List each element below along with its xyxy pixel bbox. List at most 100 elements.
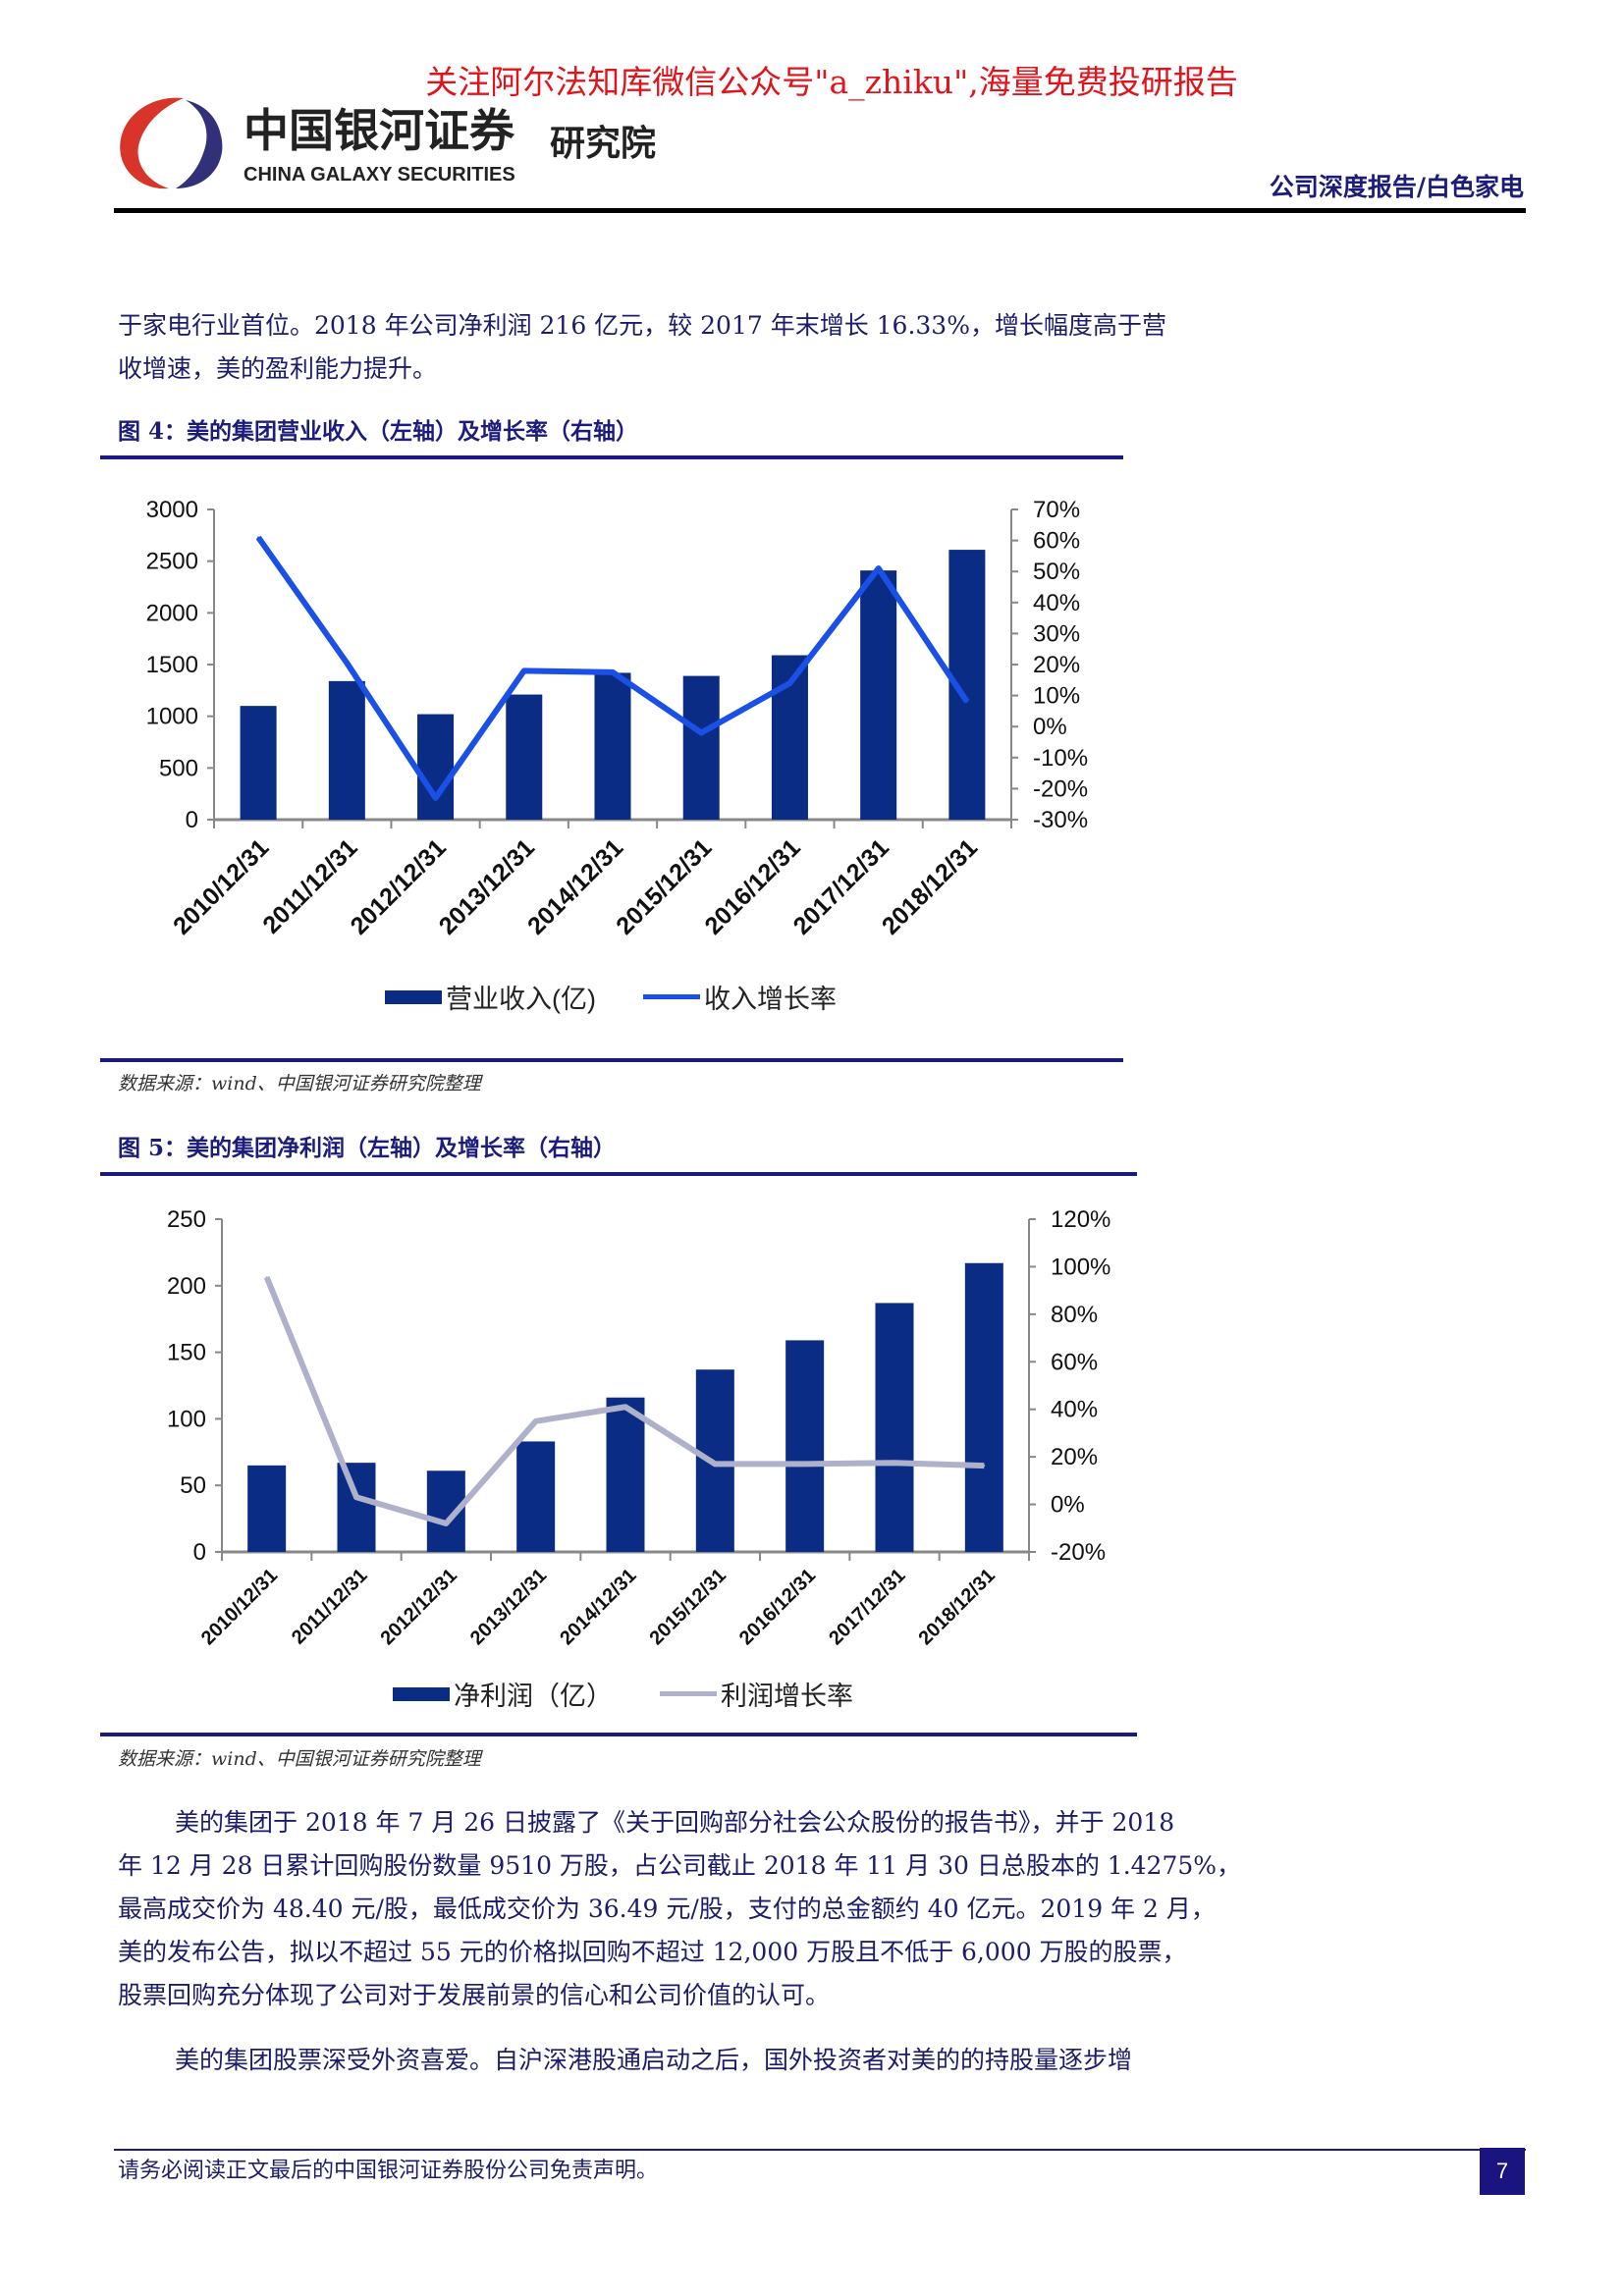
growth-point [788, 681, 791, 684]
growth-point [624, 1406, 626, 1409]
figure5-bottom-rule [100, 1733, 1137, 1736]
intro-paragraph: 于家电行业首位。2018 年公司净利润 216 亿元，较 2017 年末增长 1… [118, 304, 1512, 391]
left-tick-label: 50 [180, 1472, 206, 1499]
right-tick-label: -10% [1033, 745, 1088, 772]
right-tick-label: -20% [1051, 1539, 1106, 1566]
left-tick-label: 2500 [146, 549, 198, 575]
x-tick-label: 2010/12/31 [197, 1565, 282, 1649]
bar [875, 1303, 914, 1552]
brand-institute: 研究院 [550, 124, 657, 164]
body-line: 年 12 月 28 日累计回购股份数量 9510 万股，占公司截止 2018 年… [118, 1851, 1242, 1880]
bar [682, 675, 720, 820]
growth-point [714, 1463, 717, 1466]
bar [240, 706, 277, 820]
x-tick-label: 2018/12/31 [877, 833, 983, 939]
body-line: 股票回购充分体现了公司对于发展前景的信心和公司价值的认可。 [118, 1981, 831, 2009]
growth-point [893, 1462, 895, 1465]
growth-point [346, 662, 349, 665]
figure5-title: 图 5：美的集团净利润（左轴）及增长率（右轴） [118, 1135, 617, 1161]
header-divider [114, 208, 1526, 213]
report-type: 公司深度报告/白色家电 [1269, 173, 1524, 201]
legend-label: 净利润（亿） [454, 1682, 613, 1711]
revenue-chart: 0 500 1000 1500 2000 2500 3000 -30% -20% -10% 0% 10… [146, 497, 1088, 940]
figure4-title: 图 4：美的集团营业收入（左轴）及增长率（右轴） [118, 418, 639, 445]
legend-label: 收入增长率 [703, 985, 837, 1014]
revenue-legend: 营业收入(亿) 收入增长率 [385, 978, 837, 1016]
x-tick-label: 2013/12/31 [434, 833, 540, 939]
x-tick-label: 2012/12/31 [346, 833, 452, 939]
growth-point [700, 731, 703, 734]
x-tick-label: 2010/12/31 [168, 833, 274, 939]
right-tick-label: 20% [1033, 652, 1080, 678]
x-tick-label: 2016/12/31 [699, 833, 805, 939]
legend-line-swatch [660, 1691, 717, 1696]
bar [964, 1262, 1003, 1552]
figure5-top-rule [100, 1172, 1137, 1176]
growth-point [522, 669, 525, 672]
body-line: 最高成交价为 48.40 元/股，最低成交价为 36.49 元/股，支付的总金额… [118, 1895, 1216, 1923]
x-tick-label: 2014/12/31 [522, 833, 628, 939]
x-tick-label: 2013/12/31 [466, 1565, 551, 1649]
legend-bar-swatch [385, 989, 442, 1004]
footer-disclaimer: 请务必阅读正文最后的中国银河证券股份公司免责声明。 [118, 2159, 659, 2183]
growth-point [534, 1419, 537, 1422]
left-tick-label: 3000 [146, 497, 198, 523]
left-tick-label: 100 [167, 1406, 206, 1432]
growth-point [257, 536, 260, 539]
intro-line: 于家电行业首位。2018 年公司净利润 216 亿元，较 2017 年末增长 1… [118, 311, 1166, 340]
bar [247, 1465, 287, 1552]
growth-point [434, 796, 437, 799]
x-tick-label: 2018/12/31 [915, 1565, 1000, 1649]
bar [328, 680, 365, 820]
bar [594, 672, 631, 820]
bar [506, 694, 543, 820]
right-tick-label: 40% [1033, 590, 1080, 616]
body-line: 美的发布公告，拟以不超过 55 元的价格拟回购不超过 12,000 万股且不低于… [118, 1938, 1187, 1966]
left-tick-label: 0 [186, 807, 198, 833]
right-tick-label: 80% [1051, 1302, 1098, 1328]
left-tick-label: 150 [167, 1340, 206, 1366]
left-tick-label: 250 [167, 1206, 206, 1233]
x-tick-label: 2017/12/31 [825, 1565, 909, 1649]
growth-point [965, 700, 968, 703]
x-tick-label: 2015/12/31 [646, 1565, 731, 1649]
figure5-source: 数据来源：wind、中国银河证券研究院整理 [118, 1748, 481, 1770]
left-tick-label: 1500 [146, 652, 198, 678]
right-tick-label: 10% [1033, 683, 1080, 710]
growth-point [803, 1463, 806, 1466]
growth-point [612, 670, 614, 673]
right-tick-label: 50% [1033, 559, 1080, 585]
right-tick-label: -20% [1033, 775, 1088, 802]
footer-divider [114, 2149, 1526, 2151]
x-tick-label: 2014/12/31 [556, 1565, 640, 1649]
right-tick-label: 40% [1051, 1397, 1098, 1423]
legend-line-swatch [642, 994, 700, 999]
legend-label: 营业收入(亿) [446, 985, 596, 1014]
right-tick-label: 0% [1051, 1492, 1085, 1519]
left-tick-label: 2000 [146, 600, 198, 626]
body-line: 美的集团于 2018 年 7 月 26 日披露了《关于回购部分社会公众股份的报告… [175, 1808, 1175, 1837]
brand-name-cn: 中国银河证券 [244, 104, 514, 157]
left-tick-label: 1000 [146, 704, 198, 730]
x-tick-label: 2016/12/31 [735, 1565, 820, 1649]
intro-line: 收增速，美的盈利能力提升。 [118, 354, 438, 383]
bar [606, 1397, 645, 1552]
x-tick-label: 2017/12/31 [788, 833, 894, 939]
right-tick-label: 100% [1051, 1254, 1110, 1280]
bar [337, 1463, 376, 1552]
right-tick-label: 120% [1051, 1206, 1110, 1233]
growth-point [983, 1465, 986, 1468]
profit-legend: 净利润（亿） 利润增长率 [393, 1675, 853, 1713]
bar [417, 714, 455, 820]
left-tick-label: 200 [167, 1273, 206, 1300]
foreign-investor-paragraph: 美的集团股票深受外资喜爱。自沪深港股通启动之后，国外投资者对美的的持股量逐步增 [175, 2046, 1133, 2074]
promo-banner: 关注阿尔法知库微信公众号"a_zhiku",海量免费投研报告 [425, 63, 1238, 101]
figure4-top-rule [100, 455, 1123, 459]
legend-label: 利润增长率 [721, 1682, 853, 1711]
x-tick-label: 2012/12/31 [377, 1565, 461, 1649]
galaxy-logo-icon [120, 97, 223, 189]
right-tick-label: 60% [1051, 1349, 1098, 1375]
buyback-paragraph: 美的集团于 2018 年 7 月 26 日披露了《关于回购部分社会公众股份的报告… [118, 1801, 1512, 2017]
growth-point [877, 567, 880, 570]
figure4-bottom-rule [100, 1058, 1123, 1062]
